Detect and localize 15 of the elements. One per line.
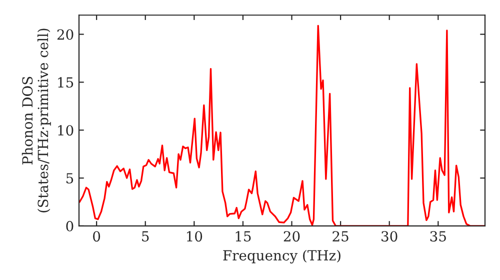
- x-tick-label: 5: [142, 231, 149, 242]
- x-tick-label: 25: [332, 231, 348, 242]
- y-tick-label: 5: [66, 173, 74, 184]
- y-tick-label: 10: [58, 125, 74, 136]
- y-axis-title: Phonon DOS (States/THz·primitive cell): [22, 28, 51, 212]
- x-tick-label: 0: [93, 231, 100, 242]
- x-tick-label: 20: [284, 231, 300, 242]
- x-tick-label: 35: [430, 231, 446, 242]
- x-tick-label: 15: [236, 231, 251, 242]
- y-tick-label: 15: [58, 77, 74, 88]
- x-tick-label: 30: [382, 231, 398, 242]
- y-tick-label: 20: [57, 29, 74, 40]
- y-tick-label: 0: [66, 220, 74, 232]
- x-axis-title: Frequency (THz): [223, 250, 340, 264]
- x-tick-label: 10: [187, 231, 202, 242]
